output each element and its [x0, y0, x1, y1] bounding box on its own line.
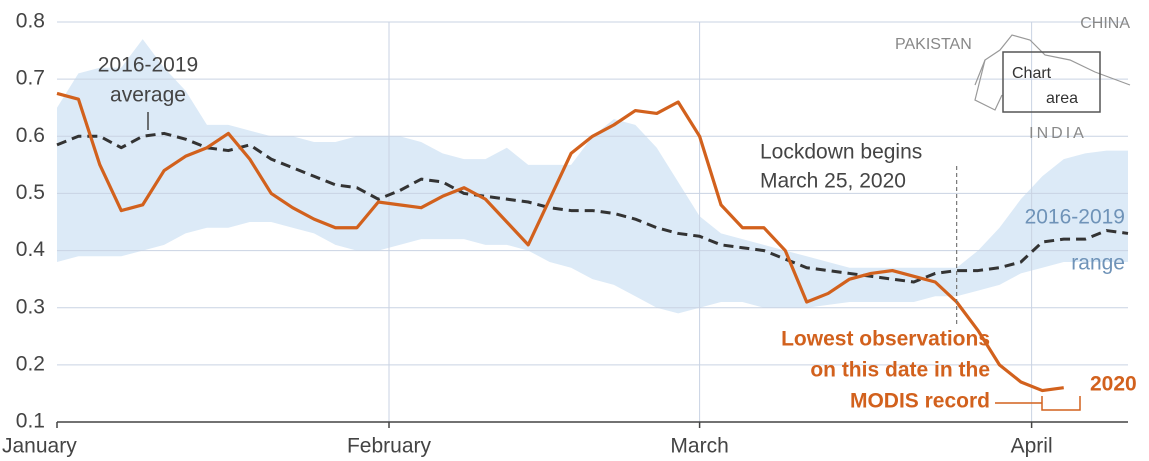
annotation: average	[110, 84, 186, 107]
map-label: Chart	[1012, 65, 1052, 82]
annotation: range	[1071, 252, 1125, 275]
annotation: Lockdown begins	[760, 141, 922, 164]
annotation: MODIS record	[850, 390, 990, 413]
y-tick-label: 0.2	[16, 352, 45, 375]
y-tick-label: 0.1	[16, 410, 45, 433]
range-band	[57, 39, 1128, 314]
y-tick-label: 0.5	[16, 181, 45, 204]
bracket	[995, 396, 1081, 411]
map-label: CHINA	[1080, 15, 1130, 32]
x-tick-label: February	[347, 435, 432, 458]
annotation: on this date in the	[810, 359, 990, 382]
border	[974, 34, 1131, 86]
y-tick-label: 0.6	[16, 124, 45, 147]
map-label: INDIA	[1029, 125, 1087, 142]
chart-area-box	[1002, 51, 1101, 113]
series-line	[56, 91, 1064, 393]
border	[974, 59, 1003, 111]
x-tick-label: April	[1011, 435, 1053, 458]
x-tick-label: March	[670, 435, 728, 458]
annotation: March 25, 2020	[760, 170, 906, 193]
y-tick-label: 0.7	[16, 67, 45, 90]
annotation: 2016-2019	[1025, 206, 1125, 229]
series-label: 2020	[1090, 373, 1137, 396]
map-label: area	[1046, 90, 1078, 107]
annotation: 2016-2019	[98, 54, 198, 77]
x-tick-label: January	[2, 435, 77, 458]
annotation: Lowest observations	[781, 328, 990, 351]
inset-map: PAKISTAN CHINA Chart area INDIA	[895, 15, 1130, 142]
y-tick-label: 0.3	[16, 295, 45, 318]
y-tick-label: 0.8	[16, 10, 45, 33]
map-label: PAKISTAN	[895, 36, 972, 53]
y-tick-label: 0.4	[16, 238, 46, 261]
average-line	[56, 131, 1129, 284]
